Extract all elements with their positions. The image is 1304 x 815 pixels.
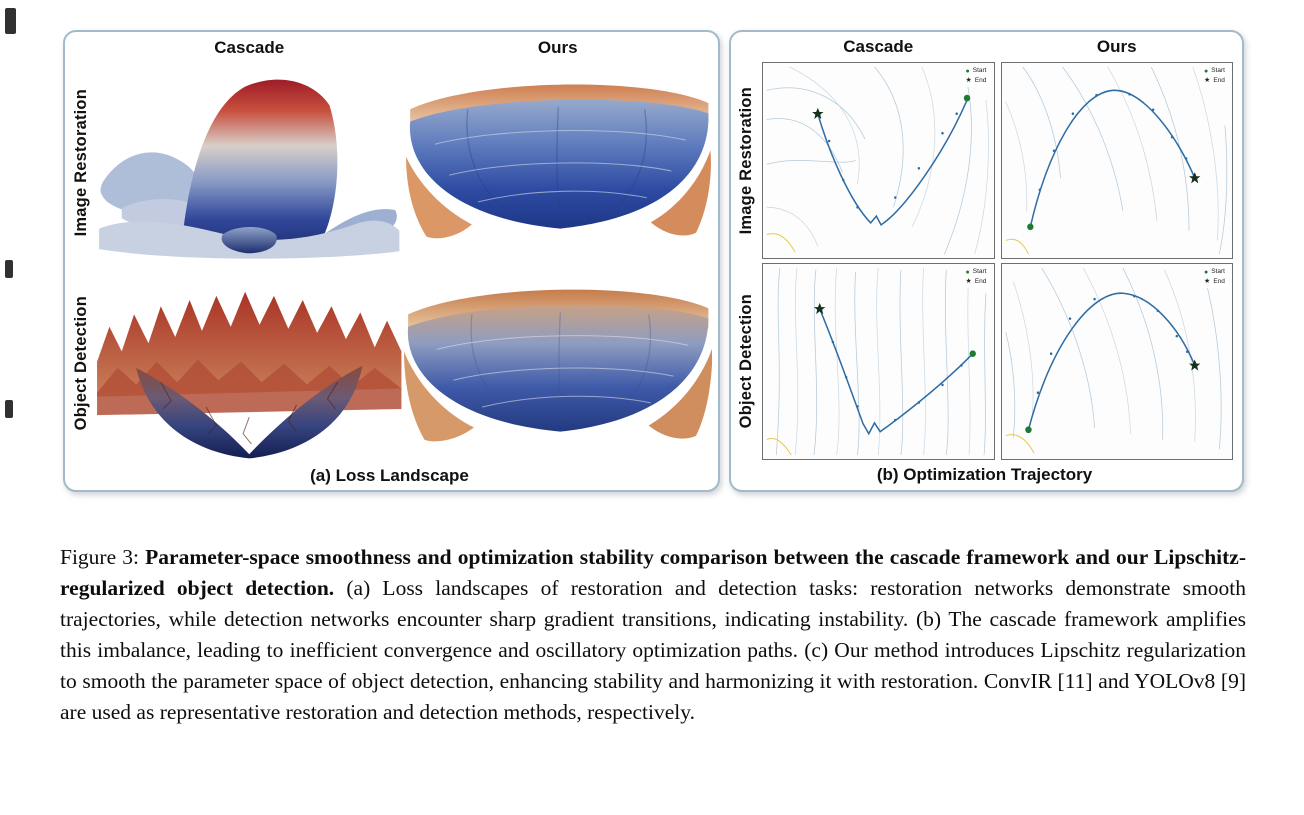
panel-a-col-ours: Ours: [537, 38, 578, 57]
contour-restoration-ours-svg: [1004, 66, 1227, 255]
surface-detection-cascade-svg: [97, 291, 402, 458]
figure-caption-bold: Parameter-space smoothness and optimizat…: [60, 544, 1246, 600]
start-marker: [1026, 223, 1034, 231]
plot-legend: ● Start ★ End: [1201, 267, 1229, 288]
end-marker: [1188, 172, 1200, 184]
end-star-icon: ★: [1204, 77, 1211, 85]
contour-restoration-ours: ● Start ★ End: [1000, 62, 1233, 259]
row-label-object-detection: Object Detection: [71, 295, 90, 430]
legend-end-label: End: [974, 277, 987, 285]
legend-start-label: Start: [972, 67, 987, 75]
figure-caption-body: (a) Loss landscapes of restoration and d…: [60, 575, 1246, 724]
surface-detection-cascade: [95, 263, 404, 464]
panel-b-col-cascade: Cascade: [843, 37, 914, 56]
panel-loss-landscape: Cascade Ours Image Restoration: [63, 30, 720, 492]
spacer: [67, 34, 95, 62]
panel-optimization-trajectory: Cascade Ours Image Restoration: [729, 30, 1244, 492]
figure-caption: Figure 3: Parameter-space smoothness and…: [60, 542, 1246, 728]
panel-b-col-ours: Ours: [1096, 37, 1137, 56]
plot-legend: ● Start ★ End: [1201, 66, 1229, 87]
end-star-icon: ★: [965, 77, 972, 85]
surface-restoration-ours: [404, 62, 713, 263]
legend-end-label: End: [1213, 277, 1225, 285]
legend-start-label: Start: [1211, 268, 1225, 276]
legend-end-label: End: [974, 76, 987, 84]
surface-restoration-cascade: [95, 62, 404, 263]
panel-a-row-restoration: Image Restoration: [67, 62, 95, 263]
panel-b-row-detection: Object Detection: [733, 261, 759, 462]
row-label-image-restoration: Image Restoration: [71, 88, 90, 236]
panel-a-col-cascade: Cascade: [214, 38, 285, 57]
panel-a-row-detection: Object Detection: [67, 263, 95, 464]
legend-end-label: End: [1213, 76, 1225, 84]
panel-a-caption: (a) Loss Landscape: [310, 466, 469, 486]
start-dot-icon: ●: [965, 68, 970, 75]
plot-legend: ● Start ★ End: [962, 267, 991, 288]
surface-restoration-cascade-svg: [99, 79, 400, 259]
start-dot-icon: ●: [965, 269, 970, 276]
contour-detection-ours: ● Start ★ End: [1000, 263, 1233, 460]
contour-detection-cascade-svg: [766, 267, 987, 456]
panel-b-row-restoration: Image Restoration: [733, 60, 759, 261]
page-edge-artifact: [5, 260, 13, 278]
start-marker: [1024, 426, 1032, 434]
legend-start-label: Start: [1211, 67, 1225, 75]
row-label-image-restoration: Image Restoration: [736, 86, 755, 235]
page-edge-artifact: [5, 8, 16, 34]
end-marker: [814, 303, 826, 315]
contour-restoration-cascade-svg: [766, 66, 989, 255]
row-label-object-detection: Object Detection: [736, 294, 755, 429]
contour-restoration-cascade: ● Start ★ End: [762, 62, 995, 259]
legend-start-label: Start: [972, 268, 987, 276]
surface-detection-ours: [403, 263, 712, 464]
panel-b-caption: (b) Optimization Trajectory: [876, 465, 1093, 484]
start-marker: [969, 350, 976, 358]
contour-detection-ours-svg: [1004, 267, 1222, 454]
plot-legend: ● Start ★ End: [962, 66, 991, 87]
end-marker: [812, 107, 824, 119]
start-marker: [963, 94, 971, 102]
end-star-icon: ★: [1204, 278, 1211, 286]
start-dot-icon: ●: [1204, 269, 1209, 276]
spacer: [733, 34, 759, 60]
surface-detection-ours-svg: [403, 289, 712, 441]
figure-label: Figure 3:: [60, 544, 146, 569]
end-marker: [1188, 359, 1200, 371]
end-star-icon: ★: [965, 278, 972, 286]
surface-restoration-ours-svg: [405, 84, 711, 239]
start-dot-icon: ●: [1204, 68, 1209, 75]
page-edge-artifact: [5, 400, 13, 418]
contour-detection-cascade: ● Start ★ End: [762, 263, 995, 460]
figure-3: Cascade Ours Image Restoration: [63, 30, 1244, 492]
